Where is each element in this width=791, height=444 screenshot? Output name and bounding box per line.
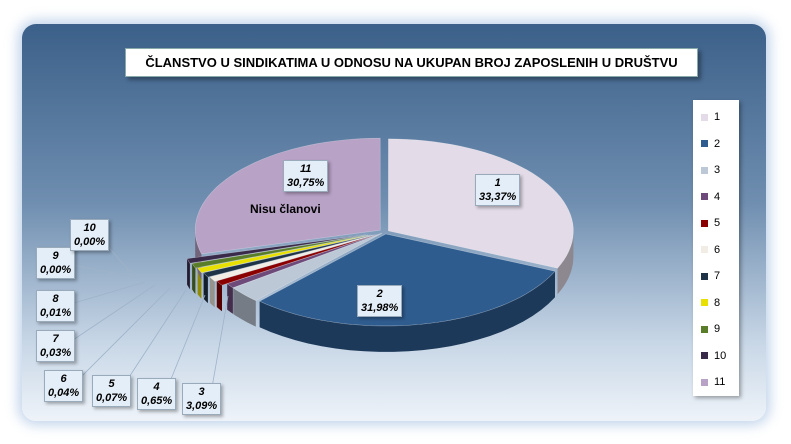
legend-label: 6 <box>714 243 721 256</box>
legend-item-3: 3 <box>701 163 720 177</box>
pie-slice-5 <box>216 234 377 286</box>
legend-item-4: 4 <box>701 190 720 204</box>
data-label-9: 9 0,00% <box>36 247 76 279</box>
pie-slice-3 <box>232 233 383 301</box>
leader-line-3 <box>209 295 229 400</box>
legend-item-7: 7 <box>701 269 720 283</box>
legend-label: 11 <box>714 376 726 388</box>
data-label-8: 8 0,01% <box>36 290 76 322</box>
leader-line-7 <box>63 284 156 347</box>
data-label-category: 7 <box>52 333 59 345</box>
data-label-value: 0,01% <box>40 307 72 319</box>
pie-slice-4 <box>226 232 382 289</box>
data-label-5: 5 0,07% <box>92 375 132 407</box>
data-label-category: 4 <box>153 381 160 393</box>
data-label-value: 31,98% <box>361 302 399 314</box>
data-label-value: 3,09% <box>186 400 218 412</box>
data-label-7: 7 0,03% <box>36 330 76 362</box>
pie-slice-side-4 <box>227 283 233 314</box>
slice-annotation: Nisu članovi <box>250 202 321 216</box>
pie-slice-side-2 <box>259 271 555 352</box>
legend: 1 2 3 4 5 6 7 8 9 10 11 <box>693 100 739 396</box>
legend-label: 3 <box>714 164 721 176</box>
pie-slice-side-10 <box>187 258 190 290</box>
pie-slice-side-7 <box>203 272 208 304</box>
pie-slice-10 <box>186 234 366 264</box>
data-label-4: 4 0,65% <box>137 378 177 410</box>
legend-swatch <box>701 166 708 174</box>
legend-item-5: 5 <box>701 216 720 230</box>
pie-slice-side-5 <box>216 281 222 312</box>
chart-title: ČLANSTVO U SINDIKATIMA U ODNOSU NA UKUPA… <box>145 55 678 70</box>
leader-line-6 <box>71 287 171 387</box>
data-label-value: 33,37% <box>479 191 517 203</box>
data-label-category: 8 <box>52 293 59 305</box>
legend-swatch <box>701 378 708 386</box>
data-label-10: 10 0,00% <box>70 219 110 251</box>
legend-item-6: 6 <box>701 243 720 257</box>
data-label-category: 2 <box>376 288 383 300</box>
legend-label: 1 <box>714 111 721 123</box>
data-label-category: 9 <box>52 250 59 262</box>
data-label-value: 0,00% <box>74 236 106 248</box>
legend-item-11: 11 <box>701 375 725 389</box>
data-label-3: 3 3,09% <box>182 383 222 415</box>
legend-swatch <box>701 325 708 333</box>
data-label-value: 0,03% <box>40 347 72 359</box>
pie-slice-side-6 <box>210 277 215 308</box>
legend-label: 4 <box>714 190 721 203</box>
pie-slice-side-3 <box>233 288 256 327</box>
legend-item-1: 1 <box>701 110 720 124</box>
legend-item-9: 9 <box>701 322 720 336</box>
data-label-2: 2 31,98% <box>357 285 403 317</box>
data-label-value: 30,75% <box>287 177 325 189</box>
pie-slice-9 <box>191 234 369 269</box>
pie-slice-7 <box>203 234 373 278</box>
pie-slice-8 <box>197 234 371 274</box>
legend-item-2: 2 <box>701 137 720 151</box>
data-label-category: 1 <box>494 177 501 189</box>
legend-item-10: 10 <box>701 349 726 363</box>
legend-swatch <box>701 219 708 227</box>
leader-line-4 <box>164 294 206 395</box>
legend-swatch <box>701 113 708 121</box>
legend-swatch <box>701 246 708 253</box>
data-label-6: 6 0,04% <box>44 370 84 402</box>
legend-label: 7 <box>714 270 721 282</box>
data-label-value: 0,04% <box>48 387 80 399</box>
data-label-11: 11 30,75% <box>283 160 329 192</box>
pie-slice-side-1 <box>557 230 574 295</box>
legend-label: 5 <box>714 217 721 229</box>
legend-swatch <box>701 272 708 280</box>
data-label-category: 10 <box>83 222 96 234</box>
legend-swatch <box>701 299 708 306</box>
chart-title-box: ČLANSTVO U SINDIKATIMA U ODNOSU NA UKUPA… <box>125 48 698 77</box>
data-label-category: 6 <box>60 373 67 385</box>
legend-label: 10 <box>714 349 727 362</box>
legend-label: 9 <box>714 323 721 335</box>
data-label-category: 11 <box>299 163 312 175</box>
legend-swatch <box>701 352 708 359</box>
data-label-category: 5 <box>108 378 115 390</box>
leader-line-5 <box>119 289 187 392</box>
pie-slice-side-9 <box>192 263 196 295</box>
leader-line-9 <box>63 262 139 279</box>
data-label-value: 0,65% <box>141 395 173 407</box>
pie-slice-11 <box>194 137 381 255</box>
legend-swatch <box>701 193 708 200</box>
legend-item-8: 8 <box>701 296 720 310</box>
data-label-1: 1 33,37% <box>475 174 521 206</box>
data-label-category: 3 <box>198 386 205 398</box>
pie-slice-6 <box>209 234 375 282</box>
pie-slice-2 <box>258 233 556 327</box>
legend-label: 2 <box>714 137 721 150</box>
data-label-value: 0,00% <box>40 264 72 276</box>
leader-line-8 <box>63 281 146 307</box>
data-label-value: 0,07% <box>96 392 128 404</box>
legend-swatch <box>701 140 708 147</box>
legend-label: 8 <box>714 296 721 309</box>
